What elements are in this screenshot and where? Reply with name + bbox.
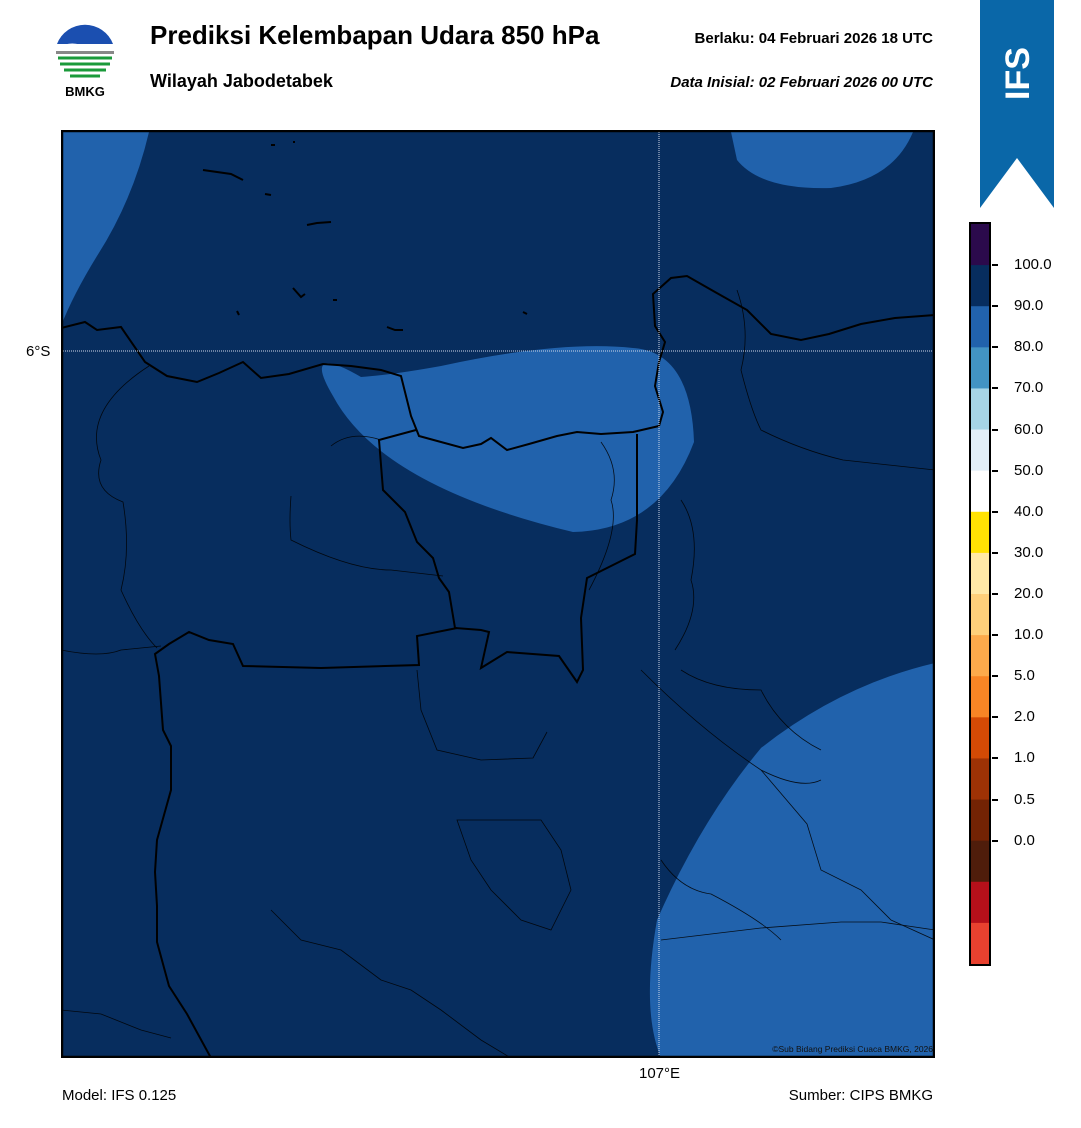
model-label: Model: IFS 0.125: [62, 1087, 177, 1104]
bmkg-emblem-icon: [55, 22, 115, 82]
badge-ribbon: [980, 0, 1054, 208]
colorbar-tick: [992, 798, 998, 801]
colorbar-segment: [971, 470, 989, 513]
colorbar-tick-label: 90.0: [1014, 297, 1044, 315]
colorbar-segment: [971, 922, 989, 965]
lat-label-6s: 6°S: [26, 343, 51, 360]
logo-label: BMKG: [65, 84, 105, 99]
colorbar-segment: [971, 347, 989, 389]
colorbar-tick: [992, 387, 998, 390]
colorbar-tick-label: 20.0: [1014, 585, 1044, 602]
colorbar-tick-label: 1.0: [1014, 749, 1035, 767]
bmkg-logo: BMKG: [52, 20, 118, 100]
colorbar-tick-label: 0.0: [1014, 831, 1035, 849]
coastline: [61, 274, 935, 452]
colorbar-segment: [971, 388, 989, 431]
colorbar-segment: [971, 635, 989, 677]
colorbar-tick-label: 0.5: [1014, 790, 1035, 808]
colorbar-tick-label: 2.0: [1014, 708, 1035, 726]
colorbar-tick-label: 100.0: [1014, 256, 1052, 274]
region-subtitle: Wilayah Jabodetabek: [150, 71, 333, 91]
colorbar-tick: [992, 346, 998, 349]
lon-label-107e: 107°E: [639, 1065, 681, 1082]
colorbar-segment: [971, 799, 989, 842]
colorbar-tick-label: 40.0: [1014, 502, 1044, 520]
humidity-band-northwest: [61, 132, 149, 326]
colorbar-tick: [992, 634, 998, 637]
province-border-south: [153, 627, 458, 1058]
colorbar-tick-label: 5.0: [1014, 667, 1035, 685]
colorbar-tick: [992, 839, 998, 842]
colorbar-tick-label: 10.0: [1014, 626, 1044, 644]
humidity-map: [61, 130, 935, 1058]
chart-title: Prediksi Kelembapan Udara 850 hPa: [150, 20, 600, 50]
colorbar-tick: [992, 675, 998, 678]
colorbar-segment: [971, 676, 989, 718]
province-border: [377, 429, 638, 684]
colorbar-segment: [971, 265, 989, 307]
colorbar-tick-label: 80.0: [1014, 338, 1044, 356]
colorbar: [969, 222, 991, 966]
colorbar-tick: [992, 305, 998, 308]
colorbar-segment: [971, 881, 989, 924]
colorbar-tick: [992, 757, 998, 760]
colorbar-tick: [992, 593, 998, 595]
humidity-band-northeast: [731, 132, 913, 189]
humidity-band-center: [321, 346, 694, 532]
district-borders: [61, 289, 935, 1058]
colorbar-tick: [992, 716, 998, 719]
colorbar-tick: [992, 510, 998, 513]
badge-text: IFS: [999, 47, 1037, 100]
colorbar-segment: [971, 224, 989, 266]
humidity-band-southeast: [649, 663, 935, 1058]
map-credit: ©Sub Bidang Prediksi Cuaca BMKG, 2026: [772, 1044, 933, 1054]
colorbar-tick-label: 50.0: [1014, 461, 1044, 479]
ifs-badge: IFS: [980, 0, 1054, 210]
colorbar-segment: [971, 840, 989, 883]
colorbar-segment: [971, 511, 989, 554]
colorbar-tick: [992, 428, 998, 431]
map-border: [61, 130, 935, 1058]
colorbar-tick-label: 70.0: [1014, 379, 1044, 397]
colorbar-segment: [971, 429, 989, 472]
colorbar-segment: [971, 717, 989, 759]
thousand-islands: [202, 141, 528, 331]
valid-time-label: Berlaku: 04 Februari 2026 18 UTC: [694, 30, 933, 47]
colorbar-tick: [992, 264, 998, 267]
init-time-label: Data Inisial: 02 Februari 2026 00 UTC: [670, 74, 933, 91]
source-label: Sumber: CIPS BMKG: [788, 1087, 933, 1104]
colorbar-tick: [992, 551, 998, 554]
colorbar-tick-label: 60.0: [1014, 420, 1044, 438]
colorbar-segment: [971, 594, 989, 636]
colorbar-tick: [992, 469, 998, 472]
colorbar-segment: [971, 758, 989, 801]
colorbar-segment: [971, 306, 989, 348]
colorbar-segment: [971, 552, 989, 595]
colorbar-tick-label: 30.0: [1014, 543, 1044, 561]
